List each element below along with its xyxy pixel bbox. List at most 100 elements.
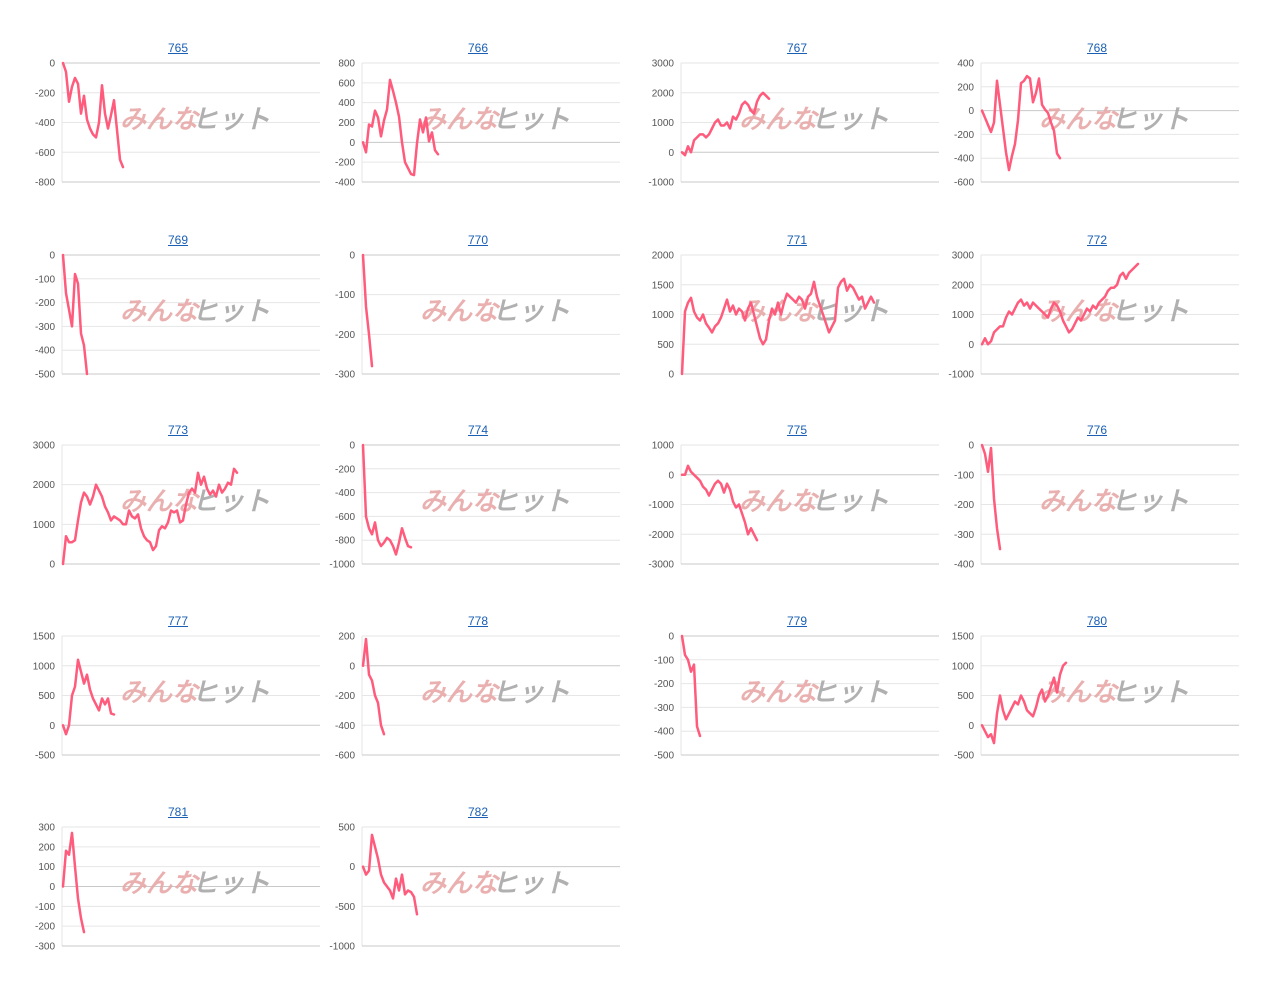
chart-title-link[interactable]: 775 (786, 423, 808, 437)
y-tick-label: 200 (38, 842, 55, 853)
chart-title-link[interactable]: 778 (467, 614, 489, 628)
series-line (61, 658, 116, 736)
series-line (680, 277, 876, 376)
chart-panel: 3000 2000 1000 0 -1000 みんな ヒット 772 (919, 232, 1239, 417)
chart-title-link[interactable]: 769 (167, 233, 189, 247)
y-tick-label: -600 (335, 751, 355, 762)
y-tick-label: -300 (654, 703, 674, 714)
y-tick-label: -200 (335, 330, 355, 341)
svg-text:みんな: みんな (120, 105, 201, 135)
chart-title-link[interactable]: 766 (467, 41, 489, 55)
chart-title-link[interactable]: 781 (167, 805, 189, 819)
chart-panel: 0 -200 -400 -600 -800 -1000 みんな ヒット 774 (300, 422, 620, 607)
series-line (61, 831, 86, 934)
y-tick-label: 1000 (652, 310, 675, 321)
svg-text:ヒット: ヒット (192, 297, 270, 327)
chart-title-link[interactable]: 782 (467, 805, 489, 819)
y-tick-label: 0 (668, 470, 674, 481)
y-tick-label: -400 (654, 727, 674, 738)
y-tick-label: -100 (335, 290, 355, 301)
svg-text:ヒット: ヒット (1111, 678, 1189, 708)
chart-title-link[interactable]: 776 (1086, 423, 1108, 437)
y-tick-label: 400 (338, 98, 355, 109)
chart-title-link[interactable]: 779 (786, 614, 808, 628)
y-tick-label: 300 (38, 823, 55, 834)
chart-panel: 1000 0 -1000 -2000 -3000 みんな ヒット 775 (619, 422, 939, 607)
y-tick-label: 0 (968, 106, 974, 117)
y-tick-label: 500 (957, 691, 974, 702)
chart-panel: 0 -200 -400 -600 -800 みんな ヒット 765 (0, 40, 320, 225)
svg-text:ヒット: ヒット (192, 678, 270, 708)
svg-text:みんな: みんな (120, 678, 201, 708)
chart-title: 778 (328, 613, 628, 629)
svg-text:ヒット: ヒット (492, 869, 570, 899)
y-tick-label: 3000 (652, 59, 675, 70)
chart-title-link[interactable]: 768 (1086, 41, 1108, 55)
chart-panel: 0 -100 -200 -300 みんな ヒット 770 (300, 232, 620, 417)
chart-title: 780 (947, 613, 1247, 629)
y-tick-label: -1000 (648, 500, 674, 511)
y-tick-label: -600 (954, 178, 974, 189)
y-tick-label: -600 (335, 512, 355, 523)
y-tick-label: 500 (338, 823, 355, 834)
y-tick-label: 0 (49, 882, 55, 893)
chart-panel: 500 0 -500 -1000 みんな ヒット 782 (300, 804, 620, 989)
chart-title-link[interactable]: 780 (1086, 614, 1108, 628)
chart-panel: 400 200 0 -200 -400 -600 みんな ヒット 768 (919, 40, 1239, 225)
y-tick-label: 1500 (33, 632, 56, 643)
y-tick-label: -400 (335, 721, 355, 732)
y-tick-label: 500 (657, 340, 674, 351)
y-tick-label: 0 (49, 560, 55, 571)
y-tick-label: 0 (668, 148, 674, 159)
chart-title: 766 (328, 40, 628, 56)
y-tick-label: -200 (954, 130, 974, 141)
series-line (980, 262, 1140, 346)
y-tick-label: -800 (335, 536, 355, 547)
chart-title-link[interactable]: 770 (467, 233, 489, 247)
chart-title-link[interactable]: 774 (467, 423, 489, 437)
svg-text:ヒット: ヒット (492, 487, 570, 517)
svg-text:みんな: みんな (739, 105, 820, 135)
series-line (61, 61, 125, 169)
y-tick-label: -500 (654, 751, 674, 762)
y-tick-label: -800 (35, 178, 55, 189)
chart-panel: 0 -100 -200 -300 -400 -500 みんな ヒット 779 (619, 613, 939, 798)
y-tick-label: -500 (954, 751, 974, 762)
chart-title-link[interactable]: 771 (786, 233, 808, 247)
chart-title-link[interactable]: 767 (786, 41, 808, 55)
y-tick-label: -300 (35, 942, 55, 953)
chart-title: 777 (28, 613, 328, 629)
y-tick-label: -400 (335, 178, 355, 189)
y-tick-label: -3000 (648, 560, 674, 571)
chart-title-link[interactable]: 772 (1086, 233, 1108, 247)
series-line (980, 74, 1062, 172)
y-tick-label: 2000 (952, 280, 975, 291)
y-tick-label: 3000 (952, 251, 975, 262)
y-tick-label: -100 (35, 274, 55, 285)
svg-text:みんな: みんな (1039, 487, 1120, 517)
svg-text:ヒット: ヒット (192, 105, 270, 135)
chart-title-link[interactable]: 765 (167, 41, 189, 55)
y-tick-label: 2000 (652, 88, 675, 99)
y-tick-label: 0 (49, 721, 55, 732)
chart-panel: 0 -100 -200 -300 -400 みんな ヒット 776 (919, 422, 1239, 607)
chart-title-link[interactable]: 773 (167, 423, 189, 437)
svg-text:ヒット: ヒット (492, 297, 570, 327)
svg-text:みんな: みんな (1039, 297, 1120, 327)
chart-title: 781 (28, 804, 328, 820)
chart-title-link[interactable]: 777 (167, 614, 189, 628)
